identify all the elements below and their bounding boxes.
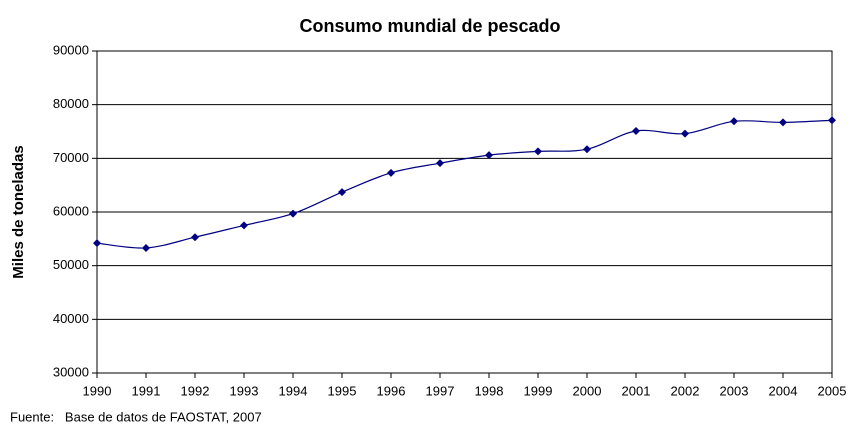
- x-tick-label: 1999: [524, 383, 553, 398]
- x-tick-label: 2003: [720, 383, 749, 398]
- data-point: [240, 221, 248, 230]
- data-point: [191, 233, 199, 242]
- x-tick-label: 1991: [132, 383, 161, 398]
- data-point: [730, 117, 738, 126]
- data-point: [583, 145, 591, 154]
- y-tick-label: 40000: [53, 311, 89, 326]
- data-point: [534, 147, 542, 156]
- x-tick-label: 1993: [230, 383, 259, 398]
- data-line: [96, 119, 833, 249]
- y-axis-label: Miles de toneladas: [10, 145, 27, 278]
- x-tick-label: 2002: [671, 383, 700, 398]
- data-point: [828, 116, 836, 125]
- data-point: [436, 159, 444, 168]
- y-tick-label: 70000: [53, 150, 89, 165]
- data-point: [93, 239, 101, 248]
- data-point: [338, 188, 346, 197]
- y-tick-label: 50000: [53, 257, 89, 272]
- data-point: [289, 209, 297, 218]
- x-tick-label: 2005: [818, 383, 847, 398]
- chart-title: Consumo mundial de pescado: [299, 16, 560, 36]
- plot-frame: [96, 50, 833, 374]
- x-tick-label: 1990: [83, 383, 112, 398]
- y-tick-label: 30000: [53, 364, 89, 379]
- data-point: [632, 126, 640, 135]
- x-tick-label: 1998: [475, 383, 504, 398]
- x-tick-label: 1997: [426, 383, 455, 398]
- x-tick-label: 1995: [328, 383, 357, 398]
- y-tick-label: 80000: [53, 96, 89, 111]
- x-tick-label: 2004: [769, 383, 798, 398]
- x-tick-label: 2000: [573, 383, 602, 398]
- data-point: [779, 118, 787, 127]
- source-note: Fuente: Base de datos de FAOSTAT, 2007: [10, 409, 262, 424]
- y-tick-label: 60000: [53, 203, 89, 218]
- x-tick-label: 1996: [377, 383, 406, 398]
- data-point: [681, 129, 689, 138]
- data-point: [485, 151, 493, 160]
- x-tick-label: 1994: [279, 383, 308, 398]
- data-point: [387, 168, 395, 177]
- y-tick-label: 90000: [53, 42, 89, 57]
- data-point: [142, 243, 150, 252]
- x-tick-label: 1992: [181, 383, 210, 398]
- x-tick-label: 2001: [622, 383, 651, 398]
